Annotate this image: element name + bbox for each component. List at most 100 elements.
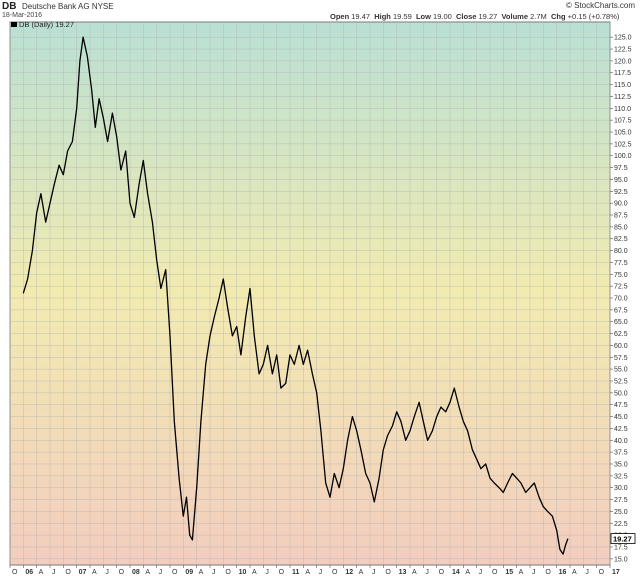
y-tick-label: 107.5 <box>614 118 632 125</box>
y-tick-label: 72.5 <box>614 284 628 291</box>
x-tick-label: O <box>225 569 231 576</box>
x-tick-label: O <box>492 569 498 576</box>
y-tick-label: 115.0 <box>614 82 631 89</box>
x-tick-label: O <box>119 569 125 576</box>
x-tick-label: O <box>279 569 285 576</box>
x-tick-label: A <box>359 569 364 576</box>
y-tick-label: 90.0 <box>614 201 628 208</box>
y-tick-label: 30.0 <box>614 485 628 492</box>
low-value: 19.00 <box>433 12 452 21</box>
x-tick-label: A <box>519 569 524 576</box>
y-tick-label: 15.0 <box>614 556 628 563</box>
y-tick-label: 80.0 <box>614 248 628 255</box>
x-tick-label: A <box>145 569 150 576</box>
x-tick-label: J <box>372 569 376 576</box>
y-tick-label: 97.5 <box>614 165 628 172</box>
y-tick-label: 87.5 <box>614 213 628 220</box>
y-tick-label: 117.5 <box>614 70 631 77</box>
y-tick-label: 102.5 <box>614 141 632 148</box>
y-tick-label: 112.5 <box>614 94 631 101</box>
x-tick-label: J <box>212 569 216 576</box>
y-tick-label: 35.0 <box>614 461 628 468</box>
x-tick-label: 12 <box>345 569 353 576</box>
y-tick-label: 45.0 <box>614 414 628 421</box>
y-tick-label: 47.5 <box>614 402 628 409</box>
close-label: Close <box>455 12 477 21</box>
y-tick-label: 50.0 <box>614 390 628 397</box>
x-tick-label: 15 <box>505 569 513 576</box>
y-tick-label: 122.5 <box>614 47 632 54</box>
chart-legend: DB (Daily) 19.27 <box>11 20 74 29</box>
y-tick-label: 82.5 <box>614 236 628 243</box>
y-tick-label: 57.5 <box>614 355 628 362</box>
y-tick-label: 27.5 <box>614 497 628 504</box>
chg-label: Chg <box>550 12 566 21</box>
x-tick-label: A <box>305 569 310 576</box>
y-tick-label: 100.0 <box>614 153 632 160</box>
y-tick-label: 120.0 <box>614 58 632 65</box>
x-tick-label: A <box>465 569 470 576</box>
volume-value: 2.7M <box>530 12 547 21</box>
y-tick-label: 67.5 <box>614 307 628 314</box>
x-tick-label: 17 <box>612 569 620 576</box>
x-tick-label: O <box>385 569 391 576</box>
price-line <box>22 36 569 555</box>
y-tick-label: 125.0 <box>614 35 632 42</box>
x-axis: O 06 A J O 07 A J O 08 A J O 09 A J O 10 A J O 11 A J O 12 A J O 13 A J… <box>9 565 620 576</box>
price-series <box>22 36 569 555</box>
x-tick-label: O <box>65 569 71 576</box>
y-tick-label: 17.5 <box>614 544 628 551</box>
y-tick-label: 55.0 <box>614 367 628 374</box>
y-tick-label: 40.0 <box>614 438 628 445</box>
x-tick-label: O <box>439 569 445 576</box>
low-label: Low <box>415 12 431 21</box>
last-value-box <box>610 533 636 544</box>
open-label: Open <box>330 12 350 21</box>
y-tick-label: 70.0 <box>614 296 628 303</box>
chg-value: +0.15 (+0.78%) <box>567 12 620 21</box>
y-tick-label: 85.0 <box>614 224 628 231</box>
y-tick-label: 32.5 <box>614 473 628 480</box>
x-tick-label: 14 <box>452 569 460 576</box>
x-tick-label: J <box>532 569 536 576</box>
y-tick-label: 22.5 <box>614 521 628 528</box>
volume-label: Volume <box>501 12 529 21</box>
x-tick-label: 06 <box>25 569 33 576</box>
x-tick-label: 08 <box>132 569 140 576</box>
legend-label: DB (Daily) 19.27 <box>19 20 74 29</box>
x-tick-label: J <box>159 569 163 576</box>
x-tick-label: 10 <box>239 569 247 576</box>
high-label: High <box>374 12 391 21</box>
plot-area <box>9 21 611 566</box>
x-tick-label: A <box>572 569 577 576</box>
y-tick-label: 75.0 <box>614 272 628 279</box>
x-tick-label: O <box>599 569 605 576</box>
x-tick-label: O <box>545 569 551 576</box>
y-tick-label: 110.0 <box>614 106 631 113</box>
x-tick-label: J <box>52 569 56 576</box>
y-tick-label: 105.0 <box>614 130 632 137</box>
y-tick-label: 25.0 <box>614 509 628 516</box>
x-tick-label: 07 <box>79 569 87 576</box>
x-tick-label: O <box>172 569 178 576</box>
x-tick-label: A <box>252 569 257 576</box>
open-value: 19.47 <box>351 12 371 21</box>
x-tick-label: J <box>425 569 429 576</box>
y-tick-label: 37.5 <box>614 450 628 457</box>
last-value-text: 19.27 <box>613 535 632 544</box>
y-tick-label: 60.0 <box>614 343 628 350</box>
high-value: 19.59 <box>392 12 412 21</box>
x-tick-label: J <box>319 569 323 576</box>
quote-summary: Open 19.47 High 19.59 Low 19.00 Close 19… <box>330 12 619 21</box>
x-tick-label: 13 <box>399 569 407 576</box>
x-tick-label: J <box>105 569 109 576</box>
y-tick-label: 92.5 <box>614 189 628 196</box>
x-tick-label: 16 <box>559 569 567 576</box>
x-tick-label: J <box>265 569 269 576</box>
x-tick-label: J <box>479 569 483 576</box>
last-value-tag: 19.27 <box>610 533 636 544</box>
y-tick-label: 77.5 <box>614 260 628 267</box>
x-tick-label: A <box>199 569 204 576</box>
chart-header: DB Deutsche Bank AG NYSE 18-Mar-2016 © S… <box>0 0 640 22</box>
x-tick-label: O <box>12 569 18 576</box>
